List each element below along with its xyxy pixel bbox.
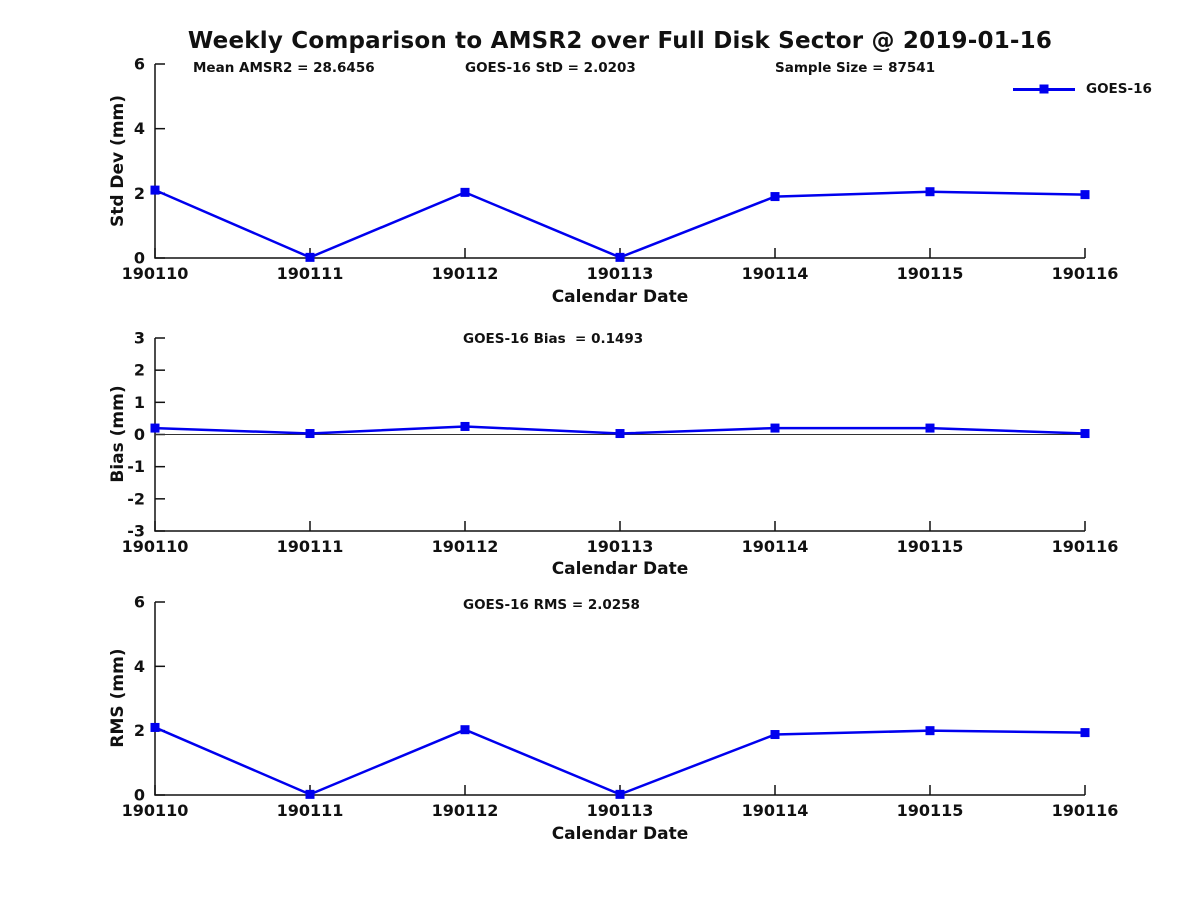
svg-text:190114: 190114 [742,801,809,820]
legend-line-sample [1013,84,1075,94]
svg-text:2: 2 [134,184,145,203]
annotation-goes16-std: GOES-16 StD = 2.0203 [465,60,636,76]
svg-text:0: 0 [134,786,145,805]
svg-text:190112: 190112 [432,801,499,820]
svg-text:190115: 190115 [897,264,964,283]
svg-text:190114: 190114 [742,537,809,556]
svg-text:-2: -2 [127,489,145,508]
svg-text:3: 3 [134,329,145,348]
annotation-mean-amsr2: Mean AMSR2 = 28.6456 [193,60,375,76]
svg-text:190111: 190111 [277,264,344,283]
xlabel-calendar-date-2: Calendar Date [551,559,689,579]
svg-text:-3: -3 [127,522,145,541]
svg-text:4: 4 [134,657,145,676]
svg-text:190110: 190110 [122,801,189,820]
svg-text:190115: 190115 [897,537,964,556]
chart-title: Weekly Comparison to AMSR2 over Full Dis… [187,28,1053,54]
xlabel-calendar-date-3: Calendar Date [551,824,689,844]
annotation-goes16-bias: GOES-16 Bias = 0.1493 [463,331,644,347]
svg-text:6: 6 [134,55,145,74]
svg-text:190110: 190110 [122,264,189,283]
svg-text:190112: 190112 [432,264,499,283]
legend-square-marker-icon [1039,84,1049,94]
svg-text:1: 1 [134,393,145,412]
svg-text:-1: -1 [127,457,145,476]
svg-text:6: 6 [134,593,145,612]
xlabel-calendar-date-1: Calendar Date [551,287,689,307]
annotation-goes16-rms: GOES-16 RMS = 2.0258 [463,597,640,613]
svg-text:0: 0 [134,249,145,268]
annotation-sample-size: Sample Size = 87541 [775,60,936,76]
svg-text:190111: 190111 [277,801,344,820]
svg-text:190115: 190115 [897,801,964,820]
svg-text:190116: 190116 [1052,801,1119,820]
svg-text:190116: 190116 [1052,537,1119,556]
svg-text:190113: 190113 [587,537,654,556]
svg-text:190116: 190116 [1052,264,1119,283]
svg-text:190112: 190112 [432,537,499,556]
svg-text:190111: 190111 [277,537,344,556]
svg-text:190113: 190113 [587,801,654,820]
svg-text:2: 2 [134,721,145,740]
svg-text:0: 0 [134,425,145,444]
svg-text:2: 2 [134,361,145,380]
svg-text:190114: 190114 [742,264,809,283]
svg-text:190110: 190110 [122,537,189,556]
svg-text:190113: 190113 [587,264,654,283]
svg-text:4: 4 [134,119,145,138]
legend-label: GOES-16 [1086,81,1152,97]
legend: GOES-16 [1013,81,1152,97]
